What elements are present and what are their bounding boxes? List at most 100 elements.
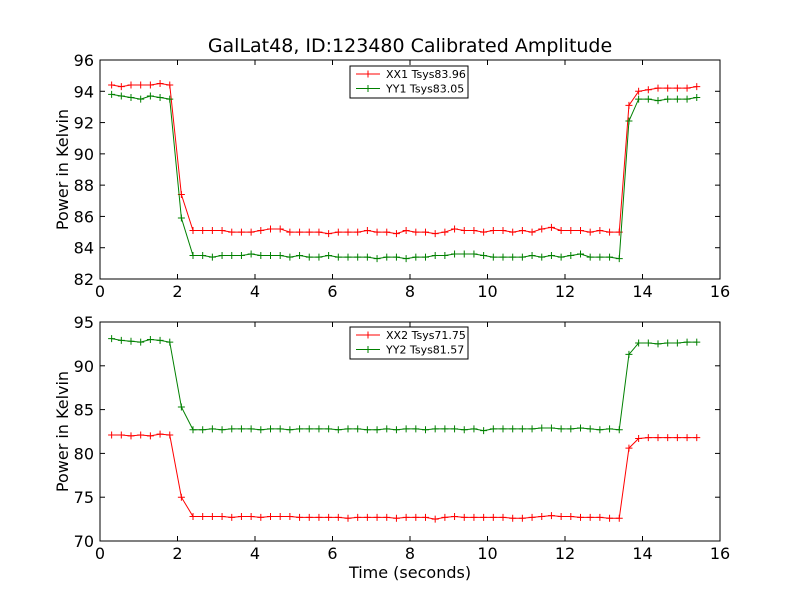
data-point	[577, 227, 584, 235]
data-point	[635, 95, 643, 103]
data-point	[237, 512, 245, 520]
data-point	[644, 434, 652, 442]
data-point	[146, 92, 154, 100]
bottom-panel: 0 2 4 6 8 10 12 14 16 70 75 80 85 90 95 Power in Kelvin…	[53, 313, 730, 582]
data-point	[489, 425, 497, 433]
data-point	[441, 513, 449, 521]
data-point	[383, 513, 391, 521]
data-point	[392, 253, 400, 261]
y-tick-label: 88	[74, 176, 94, 195]
data-point	[509, 228, 517, 236]
legend: XX1 Tsys83.96 YY1 Tsys83.05	[349, 65, 469, 99]
data-point	[431, 230, 439, 238]
data-point	[451, 512, 459, 520]
legend-box	[349, 65, 469, 99]
data-point	[480, 252, 488, 260]
data-point	[664, 95, 672, 103]
data-point	[412, 228, 420, 236]
data-point	[247, 250, 255, 258]
data-point	[499, 513, 507, 521]
data-point	[606, 253, 614, 261]
data-point	[146, 81, 154, 89]
data-point	[383, 228, 391, 236]
data-point	[538, 225, 546, 233]
data-point	[673, 84, 681, 92]
data-point	[373, 513, 381, 521]
data-point	[325, 230, 333, 238]
data-point	[156, 430, 164, 438]
legend-marker	[364, 331, 372, 339]
data-point	[547, 223, 555, 231]
data-point	[402, 513, 410, 521]
data-point	[625, 444, 633, 452]
data-point	[208, 253, 216, 261]
data-point	[363, 513, 371, 521]
data-point	[528, 228, 536, 236]
data-point	[392, 514, 400, 522]
y-axis-label: Power in Kelvin	[53, 109, 72, 230]
data-point	[518, 514, 526, 522]
data-point	[117, 83, 125, 91]
data-point	[673, 434, 681, 442]
data-point	[596, 426, 604, 434]
data-point	[606, 514, 614, 522]
data-point	[499, 227, 507, 235]
data-point	[218, 252, 226, 260]
data-point	[422, 253, 429, 261]
data-point	[247, 425, 255, 433]
data-point	[509, 253, 517, 261]
data-point	[373, 228, 381, 236]
data-point	[218, 227, 226, 235]
data-point	[547, 252, 555, 260]
data-point	[228, 513, 236, 521]
x-tick-label: 16	[710, 282, 730, 301]
data-point	[538, 512, 546, 520]
data-point	[189, 426, 197, 434]
data-point	[199, 252, 207, 260]
data-point	[257, 513, 265, 521]
data-point	[276, 425, 284, 433]
data-point	[286, 426, 294, 434]
y-tick-label: 84	[74, 239, 94, 258]
data-point	[108, 431, 116, 439]
data-point	[117, 336, 125, 344]
y-tick-label: 86	[74, 207, 94, 226]
data-point	[177, 214, 185, 222]
data-point	[146, 432, 154, 440]
data-point	[615, 514, 623, 522]
data-point	[422, 513, 429, 521]
x-tick-label: 2	[172, 282, 182, 301]
legend-marker	[364, 70, 372, 78]
data-point	[344, 425, 352, 433]
data-point	[218, 512, 226, 520]
y-tick-label: 82	[74, 270, 94, 289]
x-tick-label: 2	[172, 544, 182, 563]
data-point	[296, 425, 304, 433]
data-point	[108, 81, 116, 89]
y-tick-label: 94	[74, 82, 94, 101]
data-point	[557, 425, 565, 433]
data-point	[199, 426, 207, 434]
data-point	[664, 339, 672, 347]
y-axis-label: Power in Kelvin	[53, 371, 72, 492]
data-point	[267, 425, 274, 433]
data-point	[257, 426, 265, 434]
data-point	[177, 493, 185, 501]
data-point	[577, 250, 584, 258]
data-point	[108, 90, 116, 98]
data-point	[189, 227, 197, 235]
data-point	[247, 228, 255, 236]
data-point	[547, 424, 555, 432]
data-point	[402, 255, 410, 263]
data-point	[325, 425, 333, 433]
data-point	[315, 253, 323, 261]
data-point	[635, 87, 643, 95]
data-point	[267, 512, 274, 520]
data-point	[567, 252, 575, 260]
data-point	[383, 253, 391, 261]
data-point	[166, 431, 174, 439]
data-point	[137, 81, 145, 89]
x-tick-label: 14	[632, 544, 652, 563]
data-point	[363, 426, 371, 434]
